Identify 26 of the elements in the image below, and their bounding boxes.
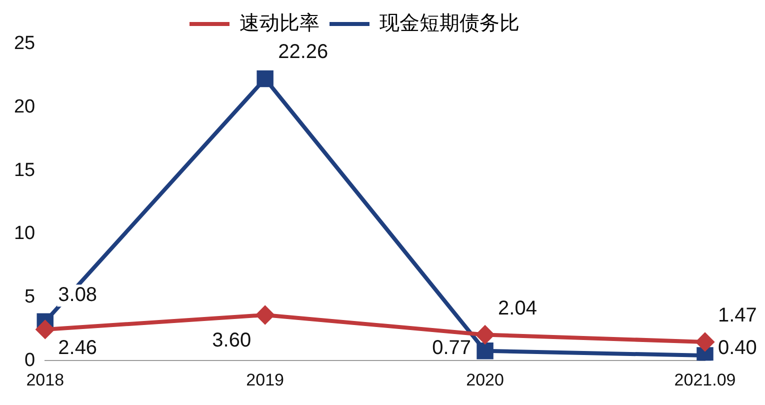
point (696, 332, 714, 351)
data-label: 2.46 (58, 337, 98, 360)
y-tick-label: 10 (14, 223, 36, 244)
y-tick-label: 25 (14, 33, 36, 54)
legend-label: 速动比率 (240, 12, 320, 35)
x-tick-label: 2020 (466, 370, 504, 390)
data-label: 2.04 (498, 297, 537, 320)
x-tick-label: 2021.09 (674, 370, 736, 390)
data-label: 22.26 (278, 41, 328, 64)
point (256, 70, 274, 88)
data-label: 0.77 (432, 337, 472, 360)
legend-label: 现金短期债务比 (380, 12, 520, 35)
point (476, 326, 494, 344)
y-tick-label: 0 (24, 350, 36, 371)
y-tick-label: 20 (14, 96, 36, 118)
x-tick-label: 2018 (26, 370, 64, 390)
y-tick-label: 5 (24, 286, 36, 308)
x-tick-label: 2019 (246, 370, 284, 390)
point (476, 342, 494, 360)
point (36, 320, 54, 338)
y-tick-label: 15 (14, 160, 36, 181)
point (256, 306, 274, 324)
data-label: 1.47 (718, 304, 757, 326)
data-label: 3.60 (212, 330, 252, 352)
data-label: 3.08 (58, 284, 98, 306)
data-label: 0.40 (718, 337, 757, 360)
